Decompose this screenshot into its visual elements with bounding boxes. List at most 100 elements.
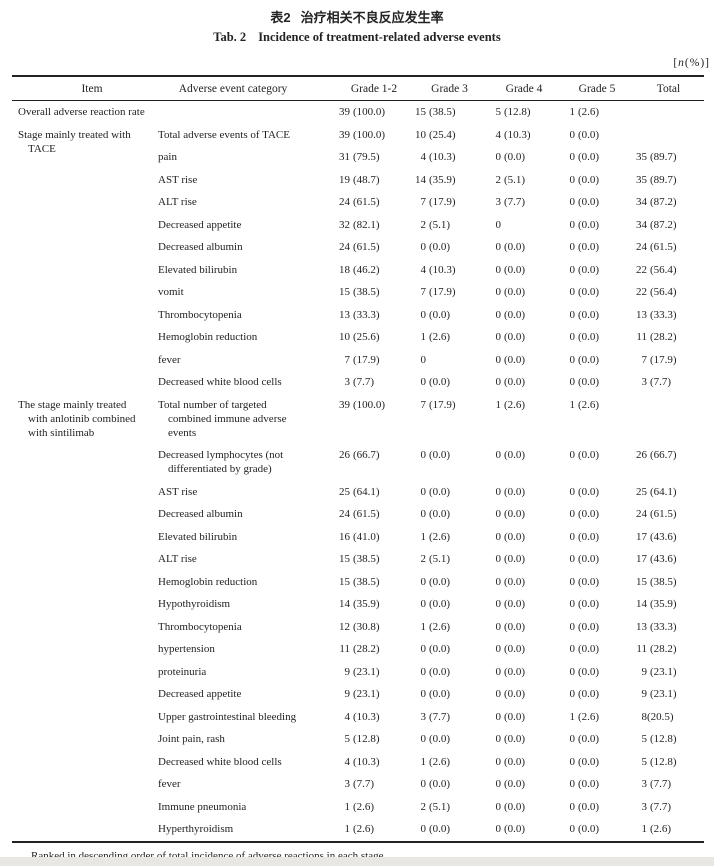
grade-4-cell: 0 (0.0) [495,376,526,388]
grade-4-cell: 0 (0.0) [495,331,526,343]
table-body: Overall adverse reaction rate 39 (100.0) 15… [12,101,704,842]
grade-5-cell: 1 (2.6) [569,398,600,411]
grade-4-cell: 0 (0.0) [495,508,526,520]
grade-4-cell: 5 (12.8) [495,106,531,118]
grade-5-cell: 0 (0.0) [569,688,600,700]
table-row: Hemoglobin reduction 15 (38.5) 0 (0.0) 0 (0.0)… [12,571,704,594]
grade-4-cell: 0 (0.0) [495,449,526,461]
category-cell [154,101,336,124]
total-cell: 9 (23.1) [641,688,677,700]
table-title-en-text: Incidence of treatment-related adverse e… [258,30,501,44]
unit-label: [n(%)] [0,57,714,70]
category-cell: Decreased appetite [158,218,242,231]
table-title-zh-text: 治疗相关不良反应发生率 [300,10,444,25]
grade-5-cell: 0 (0.0) [569,643,600,655]
category-cell: Decreased white blood cells [158,755,282,768]
total-cell: 9 (23.1) [641,665,677,678]
table-row: Hyperthyroidism 1 (2.6) 0 (0.0) 0 (0.0) 0 (0.0) 1… [12,818,704,842]
table-row: Joint pain, rash 5 (12.8) 0 (0.0) 0 (0.0) 0 (0.0… [12,728,704,751]
grade-4-cell: 0 (0.0) [495,778,526,790]
grade-4-cell: 0 (0.0) [495,755,526,768]
grade-1-2-cell: 15 (38.5) [339,553,380,565]
grade-3-cell: 1 (2.6) [420,530,451,543]
item-cell: Overall adverse reaction rate [18,106,145,118]
grade-1-2-cell: 12 (30.8) [339,620,380,633]
category-cell: Hemoglobin reduction [158,331,258,343]
grade-1-2-cell: 10 (25.6) [339,331,380,343]
table-row: vomit 15 (38.5) 7 (17.9) 0 (0.0) 0 (0.0) 22 (56.4) [12,281,704,304]
grade-1-2-cell: 3 (7.7) [344,778,375,790]
grade-4-cell: 0 (0.0) [495,643,526,655]
total-cell: 13 (33.3) [636,620,677,633]
column-header-grade-5: Grade 5 [561,76,633,101]
table-title-en-tag: Tab. 2 [213,30,247,44]
table-row: Stage mainly treated with TACE Total adve… [12,124,704,155]
category-cell: Decreased white blood cells [158,376,282,388]
grade-5-cell: 0 (0.0) [569,286,600,298]
category-cell: pain [158,151,177,163]
header-row: Item Adverse event category Grade 1-2 Gr… [12,76,704,101]
category-cell: Decreased albumin [158,241,243,253]
total-cell: 11 (28.2) [636,331,677,343]
table-row: Decreased white blood cells 3 (7.7) 0 (0.0) 0… [12,371,704,394]
table-header: Item Adverse event category Grade 1-2 Gr… [12,76,704,101]
category-cell: vomit [158,286,184,298]
grade-4-cell: 0 [495,218,502,231]
grade-1-2-cell: 39 (100.0) [339,106,386,118]
grade-3-cell: 0 (0.0) [420,665,451,678]
column-header-item: Item [12,76,154,101]
grade-4-cell: 0 (0.0) [495,575,526,588]
grade-5-cell: 0 (0.0) [569,218,600,231]
category-cell: fever [158,778,181,790]
category-cell: fever [158,353,181,366]
grade-3-cell: 1 (2.6) [420,331,451,343]
category-cell: Elevated bilirubin [158,263,238,276]
grade-4-cell: 0 (0.0) [495,823,526,835]
grade-5-cell: 0 (0.0) [569,485,600,498]
grade-4-cell: 0 (0.0) [495,151,526,163]
grade-5-cell: 0 (0.0) [569,598,600,610]
category-cell: hypertension [158,643,215,655]
total-cell: 26 (66.7) [636,449,677,461]
grade-1-2-cell: 24 (61.5) [339,196,380,208]
category-cell: Immune pneumonia [158,800,247,813]
grade-1-2-cell: 32 (82.1) [339,218,380,231]
total-cell: 17 (43.6) [636,530,677,543]
grade-1-2-cell: 9 (23.1) [344,665,380,678]
grade-5-cell: 0 (0.0) [569,508,600,520]
category-cell: ALT rise [158,196,197,208]
grade-3-cell: 0 (0.0) [420,823,451,835]
category-cell: Decreased albumin [158,508,243,520]
grade-5-cell: 0 (0.0) [569,620,600,633]
grade-5-cell: 0 (0.0) [569,733,600,745]
grade-1-2-cell: 3 (7.7) [344,376,375,388]
category-cell: Thrombocytopenia [158,308,242,321]
total-cell: 24 (61.5) [636,508,677,520]
grade-5-cell: 0 (0.0) [569,151,600,163]
grade-5-cell: 0 (0.0) [569,196,600,208]
table-row: The stage mainly treated with anlotinib … [12,394,704,445]
total-cell: 22 (56.4) [636,286,677,298]
grade-3-cell: 0 (0.0) [420,643,451,655]
table-row: Decreased appetite 9 (23.1) 0 (0.0) 0 (0.0) 0 (0… [12,683,704,706]
total-cell: 3 (7.7) [641,800,672,813]
grade-1-2-cell: 4 (10.3) [344,755,380,768]
total-cell: 3 (7.7) [641,778,672,790]
grade-3-cell: 7 (17.9) [420,398,456,411]
column-header-grade-4: Grade 4 [487,76,561,101]
grade-5-cell: 0 (0.0) [569,778,600,790]
table-row: Elevated bilirubin 16 (41.0) 1 (2.6) 0 (0.0) 0(… [12,526,704,549]
total-cell: 11 (28.2) [636,643,677,655]
grade-4-cell: 0 (0.0) [495,263,526,276]
category-cell: Elevated bilirubin [158,530,238,543]
grade-1-2-cell: 15 (38.5) [339,575,380,588]
table-row: Decreased white blood cells 4 (10.3) 1 (2.6)… [12,751,704,774]
grade-4-cell: 0 (0.0) [495,710,526,723]
total-cell: 1 (2.6) [641,823,672,835]
grade-3-cell: 0 (0.0) [420,376,451,388]
grade-5-cell: 0 (0.0) [569,755,600,768]
grade-3-cell: 4 (10.3) [420,263,456,276]
grade-5-cell: 0 (0.0) [569,575,600,588]
grade-5-cell: 0 (0.0) [569,553,600,565]
grade-1-2-cell: 26 (66.7) [339,449,380,461]
